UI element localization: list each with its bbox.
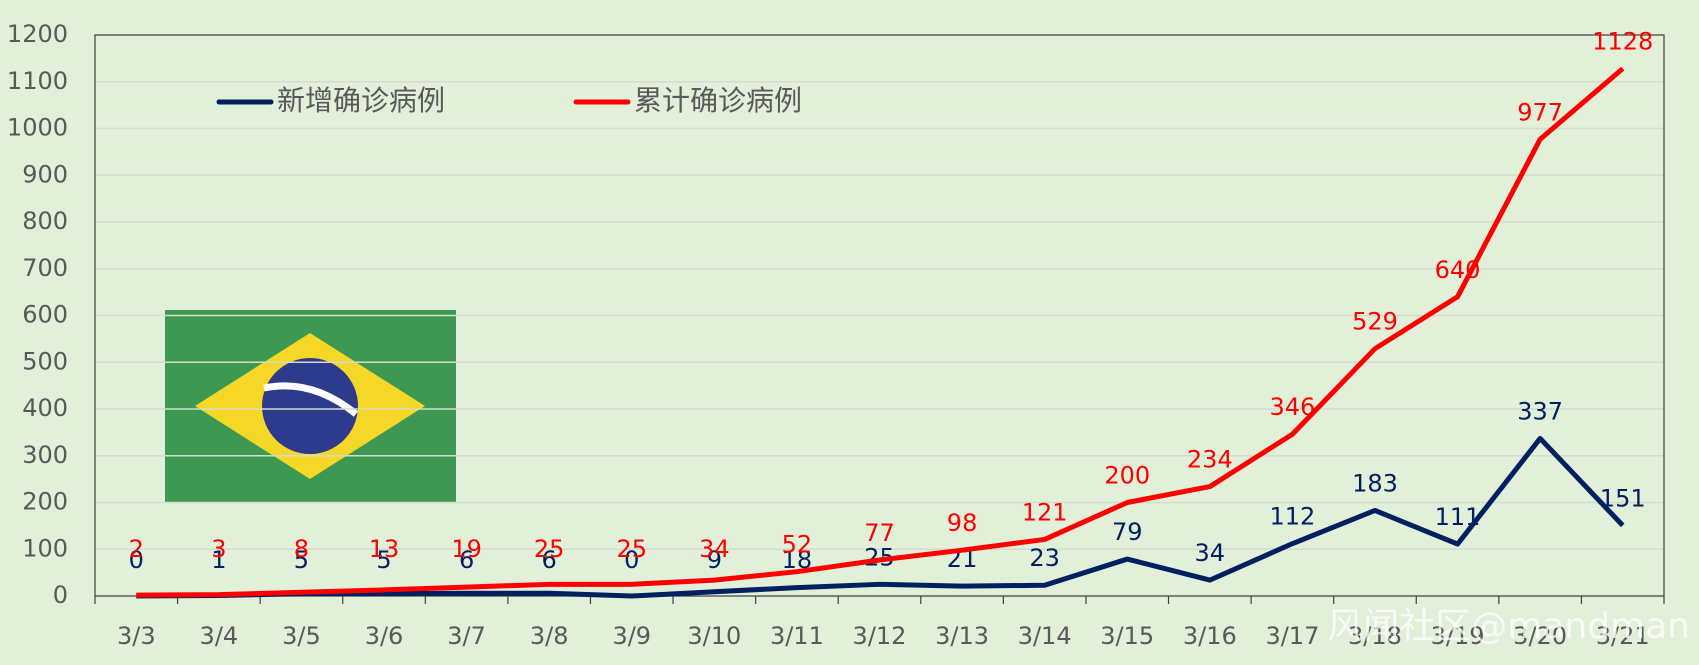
- y-tick-label: 300: [22, 441, 68, 469]
- watermark: 风闻社区@mandman: [1327, 606, 1690, 647]
- y-tick-label: 1200: [7, 20, 68, 48]
- x-tick-label: 3/18: [1348, 622, 1402, 650]
- data-label: 6: [459, 546, 474, 574]
- x-tick-label: 3/6: [365, 622, 404, 650]
- data-label: 34: [699, 535, 730, 563]
- data-label: 0: [129, 546, 144, 574]
- data-label: 977: [1517, 98, 1563, 126]
- y-tick-label: 800: [22, 207, 68, 235]
- data-label: 121: [1022, 498, 1068, 526]
- legend-label: 新增确诊病例: [277, 84, 445, 117]
- x-tick-label: 3/11: [770, 622, 824, 650]
- y-tick-label: 500: [22, 347, 68, 375]
- data-label: 8: [294, 535, 309, 563]
- x-tick-label: 3/21: [1596, 622, 1650, 650]
- data-label: 25: [616, 535, 647, 563]
- y-tick-label: 1100: [7, 67, 68, 95]
- y-tick-label: 700: [22, 254, 68, 282]
- y-tick-label: 200: [22, 488, 68, 516]
- x-tick-label: 3/3: [117, 622, 156, 650]
- data-label: 337: [1517, 397, 1563, 425]
- y-tick-label: 0: [53, 581, 68, 609]
- data-label: 346: [1269, 393, 1315, 421]
- x-tick-label: 3/17: [1265, 622, 1319, 650]
- data-label: 1128: [1592, 28, 1653, 56]
- x-tick-label: 3/5: [282, 622, 321, 650]
- x-tick-label: 3/13: [935, 622, 989, 650]
- data-label: 200: [1104, 462, 1150, 490]
- data-label: 640: [1435, 256, 1481, 284]
- x-tick-label: 3/7: [447, 622, 486, 650]
- y-tick-label: 600: [22, 301, 68, 329]
- series-line: [136, 66, 1625, 598]
- data-label: 98: [947, 509, 978, 537]
- data-label: 183: [1352, 469, 1398, 497]
- y-tick-label: 400: [22, 394, 68, 422]
- data-label: 34: [1195, 539, 1226, 567]
- y-tick-label: 100: [22, 534, 68, 562]
- x-tick-label: 3/10: [687, 622, 741, 650]
- data-label: 2: [129, 535, 144, 563]
- data-label: 77: [864, 519, 895, 547]
- x-tick-label: 3/14: [1018, 622, 1072, 650]
- data-label: 0: [624, 546, 639, 574]
- data-label: 19: [451, 535, 482, 563]
- data-label: 9: [707, 546, 722, 574]
- data-label: 79: [1112, 518, 1143, 546]
- data-label: 23: [1029, 544, 1060, 572]
- legend-label: 累计确诊病例: [634, 84, 802, 117]
- data-label: 151: [1600, 484, 1646, 512]
- y-tick-label: 1000: [7, 114, 68, 142]
- data-label: 5: [376, 546, 391, 574]
- data-label: 25: [534, 535, 565, 563]
- flag: [165, 310, 456, 503]
- data-label: 6: [542, 546, 557, 574]
- data-label: 52: [782, 531, 813, 559]
- data-label: 3: [211, 535, 226, 563]
- x-tick-label: 3/16: [1183, 622, 1237, 650]
- data-label: 111: [1435, 503, 1481, 531]
- data-label: 13: [369, 535, 400, 563]
- data-label: 112: [1269, 503, 1315, 531]
- x-tick-label: 3/15: [1100, 622, 1154, 650]
- data-label: 5: [294, 546, 309, 574]
- data-label: 1: [211, 546, 226, 574]
- data-label: 529: [1352, 308, 1398, 336]
- x-tick-label: 3/20: [1513, 622, 1567, 650]
- plot-border: [94, 34, 1665, 597]
- x-tick-label: 3/19: [1431, 622, 1485, 650]
- y-tick-label: 900: [22, 160, 68, 188]
- series-line: [136, 435, 1625, 599]
- x-tick-label: 3/8: [530, 622, 569, 650]
- x-tick-label: 3/9: [612, 622, 651, 650]
- x-tick-label: 3/4: [200, 622, 239, 650]
- x-tick-label: 3/12: [853, 622, 907, 650]
- data-label: 234: [1187, 446, 1233, 474]
